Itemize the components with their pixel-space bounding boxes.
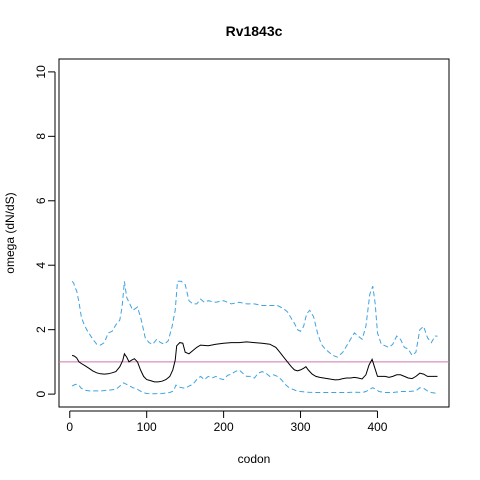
y-axis-label: omega (dN/dS) (3, 192, 17, 273)
y-tick-label: 10 (34, 65, 48, 79)
chart-title: Rv1843c (226, 23, 283, 39)
y-tick-label: 2 (34, 326, 48, 333)
x-tick-label: 300 (291, 420, 311, 434)
series-upper-line (71, 280, 438, 358)
y-tick-label: 8 (34, 133, 48, 140)
y-tick-label: 4 (34, 262, 48, 269)
series-estimate-line (71, 341, 438, 383)
x-axis-label: codon (238, 452, 271, 466)
x-tick-label: 0 (66, 420, 73, 434)
y-tick-label: 0 (34, 390, 48, 397)
plot-frame (58, 58, 450, 408)
series-lower-line (71, 369, 438, 395)
x-tick-label: 400 (367, 420, 387, 434)
x-tick-label: 100 (137, 420, 157, 434)
x-tick-label: 200 (214, 420, 234, 434)
y-tick-label: 6 (34, 197, 48, 204)
